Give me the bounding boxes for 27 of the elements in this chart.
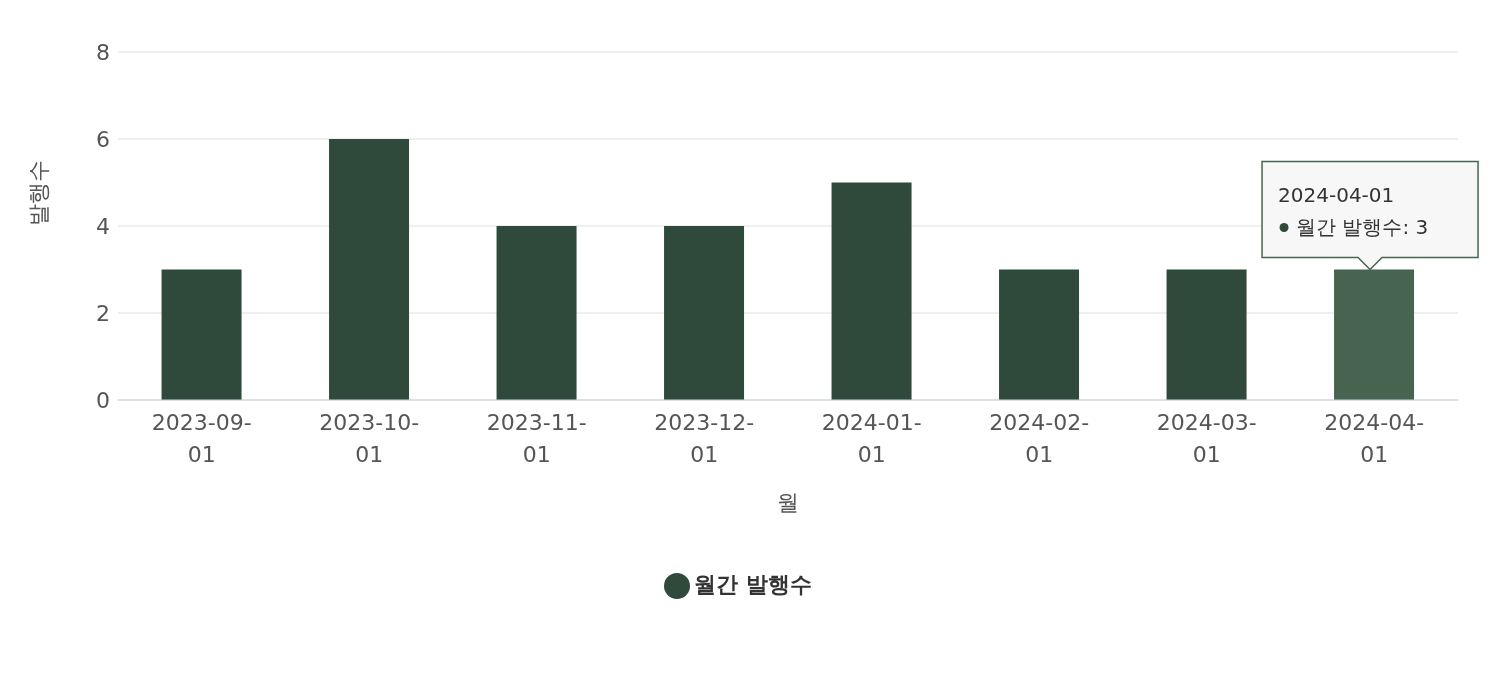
bar — [664, 226, 745, 400]
bar — [999, 269, 1080, 400]
y-tick-label: 4 — [96, 213, 110, 239]
x-tick-label: 2024-04-01 — [1324, 410, 1425, 467]
bar — [1166, 269, 1247, 400]
x-tick-label: 2023-09-01 — [151, 410, 252, 467]
bar — [831, 182, 912, 400]
y-tick-label: 2 — [96, 300, 110, 326]
x-tick-label: 2023-11-01 — [486, 410, 587, 467]
x-tick-label: 2024-03-01 — [1156, 410, 1257, 467]
x-tick-label: 2024-02-01 — [989, 410, 1090, 467]
y-tick-label: 6 — [96, 126, 110, 152]
bar — [161, 269, 242, 400]
x-tick-label: 2024-01-01 — [821, 410, 922, 467]
x-tick-label: 2023-12-01 — [654, 410, 755, 467]
y-tick-label: 8 — [96, 39, 110, 65]
bar — [329, 139, 410, 400]
y-tick-label: 0 — [96, 387, 110, 413]
x-tick-label: 2023-10-01 — [319, 410, 420, 467]
annotation: 월간 발행수: 3 — [1296, 214, 1429, 239]
annotation: 2024-04-01 — [1278, 182, 1395, 207]
y-axis-title: 발행수 — [25, 160, 51, 226]
tooltip-box: 2024-04-01 월간 발행수: 3 — [1261, 160, 1479, 271]
legend-label: 월간 발행수 — [694, 572, 812, 597]
x-axis-title: 월 — [777, 490, 799, 515]
bar — [1334, 269, 1415, 400]
bar — [496, 226, 577, 400]
